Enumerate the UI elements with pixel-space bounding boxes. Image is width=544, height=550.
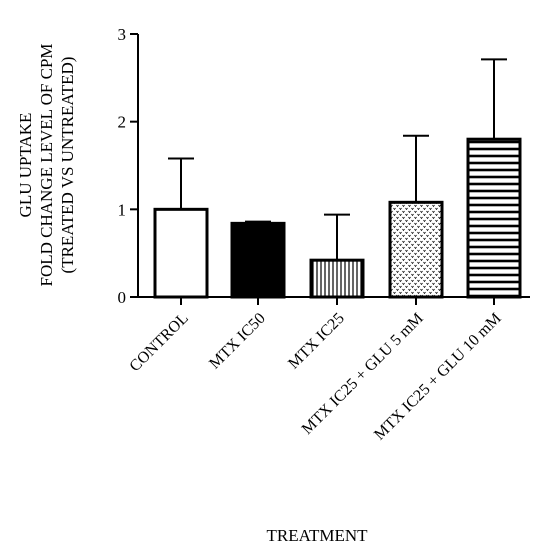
bar [466,137,522,299]
y-axis-label: GLU UPTAKE FOLD CHANGE LEVEL OF CPM (TREAT… [16,43,77,286]
y-tick-label: 0 [118,288,127,307]
bar [309,258,365,299]
y-tick-label: 3 [118,25,127,44]
y-axis-label-line: (TREATED VS UNTREATED) [58,57,77,274]
y-tick-label: 2 [118,113,127,132]
y-tick-label: 1 [118,200,127,219]
bar [388,200,444,299]
x-tick-label: MTX IC50 [206,310,269,373]
x-tick-label: CONTROL [126,310,191,375]
y-axis-label-line: GLU UPTAKE [16,113,35,218]
x-axis-label: TREATMENT [266,526,368,545]
bar [230,221,286,299]
y-axis-label-line: FOLD CHANGE LEVEL OF CPM [37,43,56,286]
bars [153,58,522,299]
x-tick-label: MTX IC25 [285,310,348,373]
bar [153,207,209,299]
x-tick-label: MTX IC25 + GLU 10 mM [371,310,505,444]
